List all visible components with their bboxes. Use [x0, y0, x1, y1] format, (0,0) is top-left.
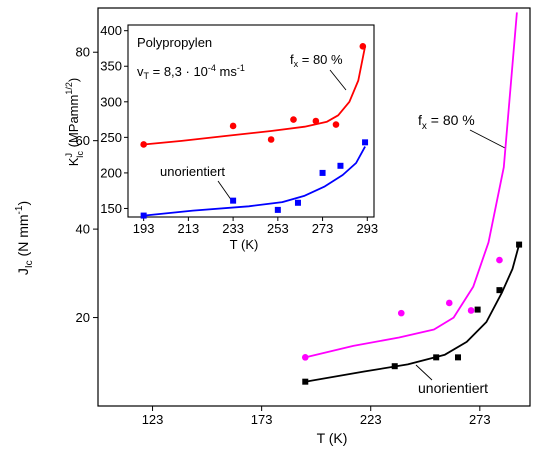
inset-plot-frame [127, 24, 375, 218]
main-y-tick-label: 80 [76, 45, 90, 60]
inset-data-point [312, 117, 320, 125]
inset-data-point [140, 212, 147, 219]
inset-y-tick-label: 350 [100, 59, 122, 74]
inset-annotation-fx-sub: x [294, 59, 299, 69]
main-x-tick-label: 123 [142, 412, 164, 427]
inset-data-point [140, 141, 147, 148]
main-plot-frame [97, 7, 531, 407]
inset-data-point [290, 116, 297, 123]
inset-y-label-sup: J [64, 153, 74, 158]
inset-annotation-fx: fx = 80 % [290, 52, 343, 69]
inset-x-tick-label: 253 [267, 221, 289, 236]
main-annotation-fx: fx = 80 % [418, 112, 475, 132]
main-data-point [397, 309, 405, 317]
inset-annotation-fx-rest: = 80 % [298, 52, 343, 67]
inset-annotation-fx-main: f [290, 52, 294, 67]
inset-annotation-vt-rest: = 8,3 · 10 [149, 64, 208, 79]
inset-y-label-exp: 1/2 [64, 82, 74, 95]
inset-y-tick-label: 150 [100, 201, 122, 216]
main-data-point [455, 354, 461, 361]
inset-x-tick-label: 193 [133, 221, 155, 236]
inset-fit-line-1 [143, 146, 366, 217]
inset-y-label-main: K [66, 157, 81, 166]
main-annotation-unorientiert: unorientiert [418, 380, 488, 396]
main-data-point [496, 287, 503, 294]
main-data-point [516, 241, 523, 248]
main-data-point [445, 299, 453, 307]
main-x-axis-label: T (K) [317, 430, 348, 446]
main-annotation-unorientiert-leader [415, 364, 433, 381]
inset-y-tick-label: 200 [100, 165, 122, 180]
inset-annotation-vt-exp: -4 [208, 63, 216, 73]
chart-marks: 123 173 223 273 20 40 60 80 193 213 233 253 273 293 15… [76, 12, 523, 427]
inset-x-axis-label: T (K) [230, 237, 259, 252]
inset-data-point [337, 162, 344, 169]
inset-data-point [267, 136, 275, 143]
main-y-label-main: J [15, 268, 31, 275]
inset-data-point [359, 43, 367, 50]
main-data-point [496, 256, 503, 264]
inset-data-point [294, 199, 301, 206]
inset-annotation-vt-sub: T [144, 71, 150, 81]
main-data-point [301, 354, 309, 361]
inset-annotation-fx-leader [329, 69, 347, 91]
main-data-point [302, 378, 309, 385]
main-x-tick-label: 173 [251, 412, 273, 427]
main-annotation-fx-rest: = 80 % [427, 112, 475, 128]
inset-y-tick-label: 250 [100, 130, 122, 145]
inset-data-point [362, 139, 369, 146]
main-y-tick-label: 40 [76, 222, 90, 237]
main-y-tick-label: 60 [76, 133, 90, 148]
inset-y-label-sub: Ic [75, 151, 85, 159]
main-data-point [474, 306, 481, 313]
main-data-point [391, 363, 398, 370]
main-y-label-sub: Ic [24, 260, 35, 268]
inset-data-point [274, 206, 281, 213]
main-x-tick-label: 223 [360, 412, 382, 427]
main-y-label-close: ) [15, 201, 31, 206]
main-annotation-fx-sub: x [422, 121, 427, 132]
inset-annotation-unorientiert-leader [217, 180, 233, 202]
main-y-label-exp: -1 [14, 205, 25, 214]
inset-data-point [230, 197, 237, 204]
inset-annotation-vt-main: v [137, 64, 144, 79]
inset-title: Polypropylen [137, 35, 212, 50]
main-data-point [467, 307, 475, 314]
main-y-axis-label: JIc (N mm-1) [14, 201, 35, 275]
inset-data-point [229, 122, 237, 130]
main-annotation-fx-main: f [418, 112, 422, 128]
inset-y-axis-label: KJIc (MPamm1/2) [64, 78, 85, 166]
inset-x-tick-label: 233 [222, 221, 244, 236]
inset-y-label-unit: (MPamm [66, 95, 81, 151]
inset-annotation-vt-exp2: -1 [237, 63, 245, 73]
inset-annotation-vt-tail: ms [216, 64, 237, 79]
main-fit-line-0 [305, 12, 518, 359]
inset-data-point [332, 121, 340, 128]
inset-annotation-vt: vT = 8,3 · 10-4 ms-1 [137, 63, 245, 81]
inset-data-point [319, 169, 326, 176]
inset-x-tick-label: 213 [178, 221, 200, 236]
main-data-point [433, 354, 440, 361]
inset-annotation-unorientiert: unorientiert [160, 164, 225, 179]
inset-y-tick-label: 300 [100, 94, 122, 109]
inset-y-tick-label: 400 [100, 23, 122, 38]
inset-x-tick-label: 293 [356, 221, 378, 236]
main-annotation-fx-leader [469, 129, 506, 149]
inset-background [118, 15, 378, 247]
main-y-label-unit: (N mm [15, 214, 31, 260]
inset-y-label-close: ) [66, 78, 81, 82]
inset-x-tick-label: 273 [312, 221, 334, 236]
main-fit-line-1 [305, 244, 520, 383]
main-y-tick-label: 20 [76, 310, 90, 325]
main-x-tick-label: 273 [469, 412, 491, 427]
